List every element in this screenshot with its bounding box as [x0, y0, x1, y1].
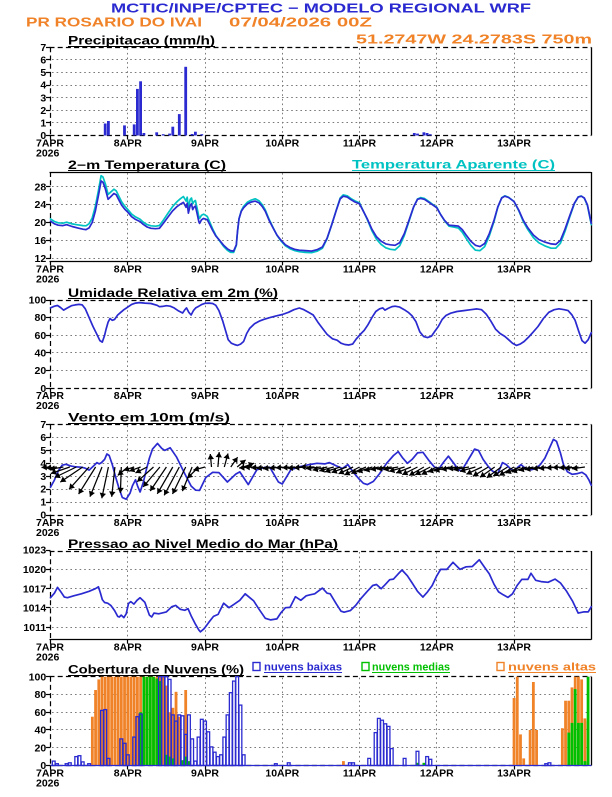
- svg-text:Vento em 10m (m/s): Vento em 10m (m/s): [68, 413, 230, 425]
- svg-text:4: 4: [40, 80, 46, 92]
- svg-text:nuvens medias: nuvens medias: [372, 662, 450, 674]
- svg-text:3: 3: [40, 92, 46, 104]
- svg-text:13APR: 13APR: [497, 263, 531, 275]
- svg-text:Temperatura Aparente (C): Temperatura Aparente (C): [352, 160, 555, 172]
- svg-text:2026: 2026: [36, 273, 60, 285]
- svg-text:60: 60: [35, 707, 47, 719]
- svg-text:6: 6: [40, 55, 46, 67]
- svg-text:9APR: 9APR: [191, 263, 219, 275]
- svg-text:PR ROSARIO DO IVAI: PR ROSARIO DO IVAI: [26, 15, 202, 29]
- svg-text:nuvens altas: nuvens altas: [508, 662, 596, 674]
- svg-text:20: 20: [35, 742, 47, 754]
- svg-text:8APR: 8APR: [114, 517, 142, 529]
- svg-text:3: 3: [40, 471, 46, 483]
- svg-text:40: 40: [35, 348, 47, 360]
- svg-text:1011: 1011: [23, 622, 46, 634]
- svg-text:2: 2: [40, 105, 46, 117]
- svg-text:12APR: 12APR: [420, 263, 454, 275]
- svg-text:80: 80: [35, 689, 47, 701]
- svg-text:20: 20: [35, 217, 47, 229]
- svg-text:1023: 1023: [23, 545, 47, 557]
- svg-text:5: 5: [40, 67, 46, 79]
- svg-text:10APR: 10APR: [265, 642, 299, 654]
- svg-text:12APR: 12APR: [420, 390, 454, 402]
- svg-text:10APR: 10APR: [265, 390, 299, 402]
- svg-text:8APR: 8APR: [114, 263, 142, 275]
- svg-text:8APR: 8APR: [114, 390, 142, 402]
- svg-text:1: 1: [40, 497, 46, 509]
- svg-text:9APR: 9APR: [191, 768, 219, 780]
- svg-text:1020: 1020: [23, 564, 47, 576]
- svg-text:9APR: 9APR: [191, 390, 219, 402]
- svg-text:16: 16: [35, 235, 47, 247]
- svg-text:9APR: 9APR: [191, 642, 219, 654]
- svg-text:11APR: 11APR: [343, 642, 377, 654]
- svg-text:7: 7: [40, 42, 46, 54]
- svg-text:13APR: 13APR: [497, 517, 531, 529]
- svg-text:13APR: 13APR: [497, 768, 531, 780]
- svg-text:10APR: 10APR: [265, 138, 299, 150]
- svg-text:07/04/2026 00Z: 07/04/2026 00Z: [229, 15, 373, 29]
- svg-text:60: 60: [35, 330, 47, 342]
- svg-text:51.2747W 24.2783S 750m: 51.2747W 24.2783S 750m: [356, 33, 592, 47]
- svg-text:20: 20: [35, 365, 47, 377]
- svg-text:13APR: 13APR: [497, 390, 531, 402]
- svg-text:Cobertura de Nuvens (%): Cobertura de Nuvens (%): [68, 665, 244, 677]
- svg-text:80: 80: [35, 312, 47, 324]
- svg-text:24: 24: [35, 199, 47, 211]
- svg-text:8APR: 8APR: [114, 768, 142, 780]
- svg-text:12APR: 12APR: [420, 768, 454, 780]
- svg-text:40: 40: [35, 725, 47, 737]
- svg-text:1: 1: [40, 118, 46, 130]
- svg-text:11APR: 11APR: [343, 517, 377, 529]
- svg-text:1014: 1014: [23, 603, 47, 615]
- svg-text:11APR: 11APR: [343, 768, 377, 780]
- svg-text:11APR: 11APR: [343, 263, 377, 275]
- svg-text:10APR: 10APR: [265, 517, 299, 529]
- svg-text:nuvens baixas: nuvens baixas: [264, 662, 342, 674]
- svg-text:12APR: 12APR: [420, 138, 454, 150]
- svg-text:28: 28: [35, 181, 47, 193]
- svg-text:12APR: 12APR: [420, 642, 454, 654]
- svg-text:13APR: 13APR: [497, 642, 531, 654]
- svg-text:5: 5: [40, 445, 46, 457]
- svg-text:2026: 2026: [36, 400, 60, 412]
- svg-text:8APR: 8APR: [114, 138, 142, 150]
- svg-text:2: 2: [40, 484, 46, 496]
- svg-text:100: 100: [29, 671, 47, 683]
- svg-text:Precipitacao (mm/h): Precipitacao (mm/h): [68, 35, 215, 47]
- svg-text:13APR: 13APR: [497, 138, 531, 150]
- svg-text:2026: 2026: [36, 778, 60, 790]
- svg-text:7: 7: [40, 419, 46, 431]
- svg-text:11APR: 11APR: [343, 138, 377, 150]
- svg-text:1017: 1017: [23, 583, 47, 595]
- svg-text:12APR: 12APR: [420, 517, 454, 529]
- svg-text:9APR: 9APR: [191, 138, 219, 150]
- svg-text:8APR: 8APR: [114, 642, 142, 654]
- svg-text:10APR: 10APR: [265, 768, 299, 780]
- svg-text:MCTIC/INPE/CPTEC − MODELO REGI: MCTIC/INPE/CPTEC − MODELO REGIONAL WRF: [111, 0, 531, 15]
- svg-text:6: 6: [40, 432, 46, 444]
- svg-text:100: 100: [29, 295, 47, 307]
- svg-text:11APR: 11APR: [343, 390, 377, 402]
- svg-text:2026: 2026: [36, 148, 60, 160]
- svg-text:2026: 2026: [36, 652, 60, 664]
- svg-text:10APR: 10APR: [265, 263, 299, 275]
- svg-text:2026: 2026: [36, 527, 60, 539]
- svg-text:9APR: 9APR: [191, 517, 219, 529]
